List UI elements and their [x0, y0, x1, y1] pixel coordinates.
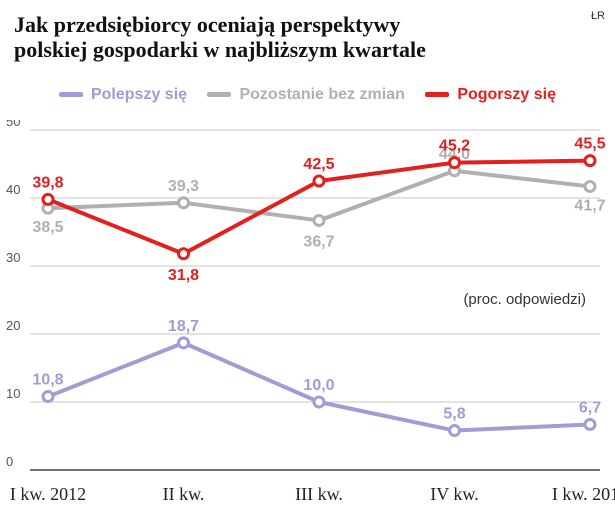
legend-label-same: Pozostanie bez zmian [239, 86, 404, 103]
value-label-same: 39,3 [168, 178, 199, 195]
note: (proc. odpowiedzi) [463, 291, 586, 308]
legend: Polepszy się Pozostanie bez zmian Pogors… [0, 86, 615, 104]
value-label-worsen: 45,5 [574, 136, 605, 153]
marker-improve [314, 397, 324, 407]
marker-worsen [585, 156, 595, 166]
y-tick-label: 50 [6, 120, 20, 129]
marker-worsen [450, 158, 460, 168]
value-label-improve: 5,8 [443, 406, 465, 423]
marker-improve [179, 338, 189, 348]
legend-label-improve: Polepszy się [91, 86, 187, 103]
legend-item-improve: Polepszy się [55, 86, 196, 103]
value-label-worsen: 45,2 [439, 138, 470, 155]
marker-improve [450, 426, 460, 436]
chart-container: { "credit": "ŁR", "title_line1": "Jak pr… [0, 0, 615, 532]
swatch-worsen [425, 92, 449, 97]
title-area: Jak przedsiębiorcy oceniają perspektywy … [14, 12, 583, 63]
credit: ŁR [591, 10, 605, 22]
x-tick-label: I kw. 2012 [10, 484, 86, 504]
marker-improve [585, 419, 595, 429]
value-label-improve: 10,8 [32, 372, 63, 389]
x-tick-label: III kw. [295, 484, 343, 504]
value-label-improve: 10,0 [303, 377, 334, 394]
marker-same [179, 198, 189, 208]
value-label-same: 38,5 [32, 219, 63, 236]
value-label-improve: 18,7 [168, 318, 199, 335]
swatch-same [207, 92, 231, 97]
legend-label-worsen: Pogorszy się [457, 86, 556, 103]
line-chart: 0 10 20 30 40 50 10,8 18,7 10,0 5,8 6,7 38,5 39,3 36,… [0, 120, 615, 520]
value-label-same: 41,7 [574, 197, 605, 214]
marker-worsen [179, 249, 189, 259]
value-label-worsen: 42,5 [303, 156, 334, 173]
y-tick-label: 20 [6, 318, 20, 333]
marker-same [314, 215, 324, 225]
y-tick-label: 30 [6, 250, 20, 265]
marker-same [585, 181, 595, 191]
y-tick-label: 40 [6, 182, 20, 197]
value-label-worsen: 31,8 [168, 267, 199, 284]
swatch-improve [59, 92, 83, 97]
x-tick-label: I kw. 2013 [552, 484, 615, 504]
value-label-worsen: 39,8 [32, 174, 63, 191]
marker-worsen [43, 194, 53, 204]
chart-area: 0 10 20 30 40 50 10,8 18,7 10,0 5,8 6,7 38,5 39,3 36,… [0, 120, 615, 520]
legend-item-worsen: Pogorszy się [421, 86, 560, 103]
x-tick-label: II kw. [163, 484, 205, 504]
marker-improve [43, 392, 53, 402]
title-line-2: polskiej gospodarki w najbliższym kwarta… [14, 37, 583, 62]
y-tick-label: 0 [6, 454, 13, 469]
y-tick-label: 10 [6, 386, 20, 401]
legend-item-same: Pozostanie bez zmian [203, 86, 413, 103]
value-label-improve: 6,7 [579, 399, 601, 416]
value-label-same: 36,7 [303, 233, 334, 250]
x-tick-label: IV kw. [430, 484, 479, 504]
marker-worsen [314, 176, 324, 186]
title-line-1: Jak przedsiębiorcy oceniają perspektywy [14, 12, 583, 37]
